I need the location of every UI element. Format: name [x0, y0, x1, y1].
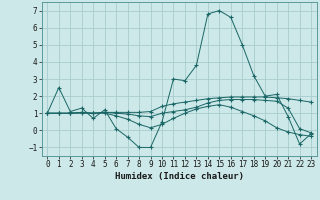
X-axis label: Humidex (Indice chaleur): Humidex (Indice chaleur) [115, 172, 244, 181]
